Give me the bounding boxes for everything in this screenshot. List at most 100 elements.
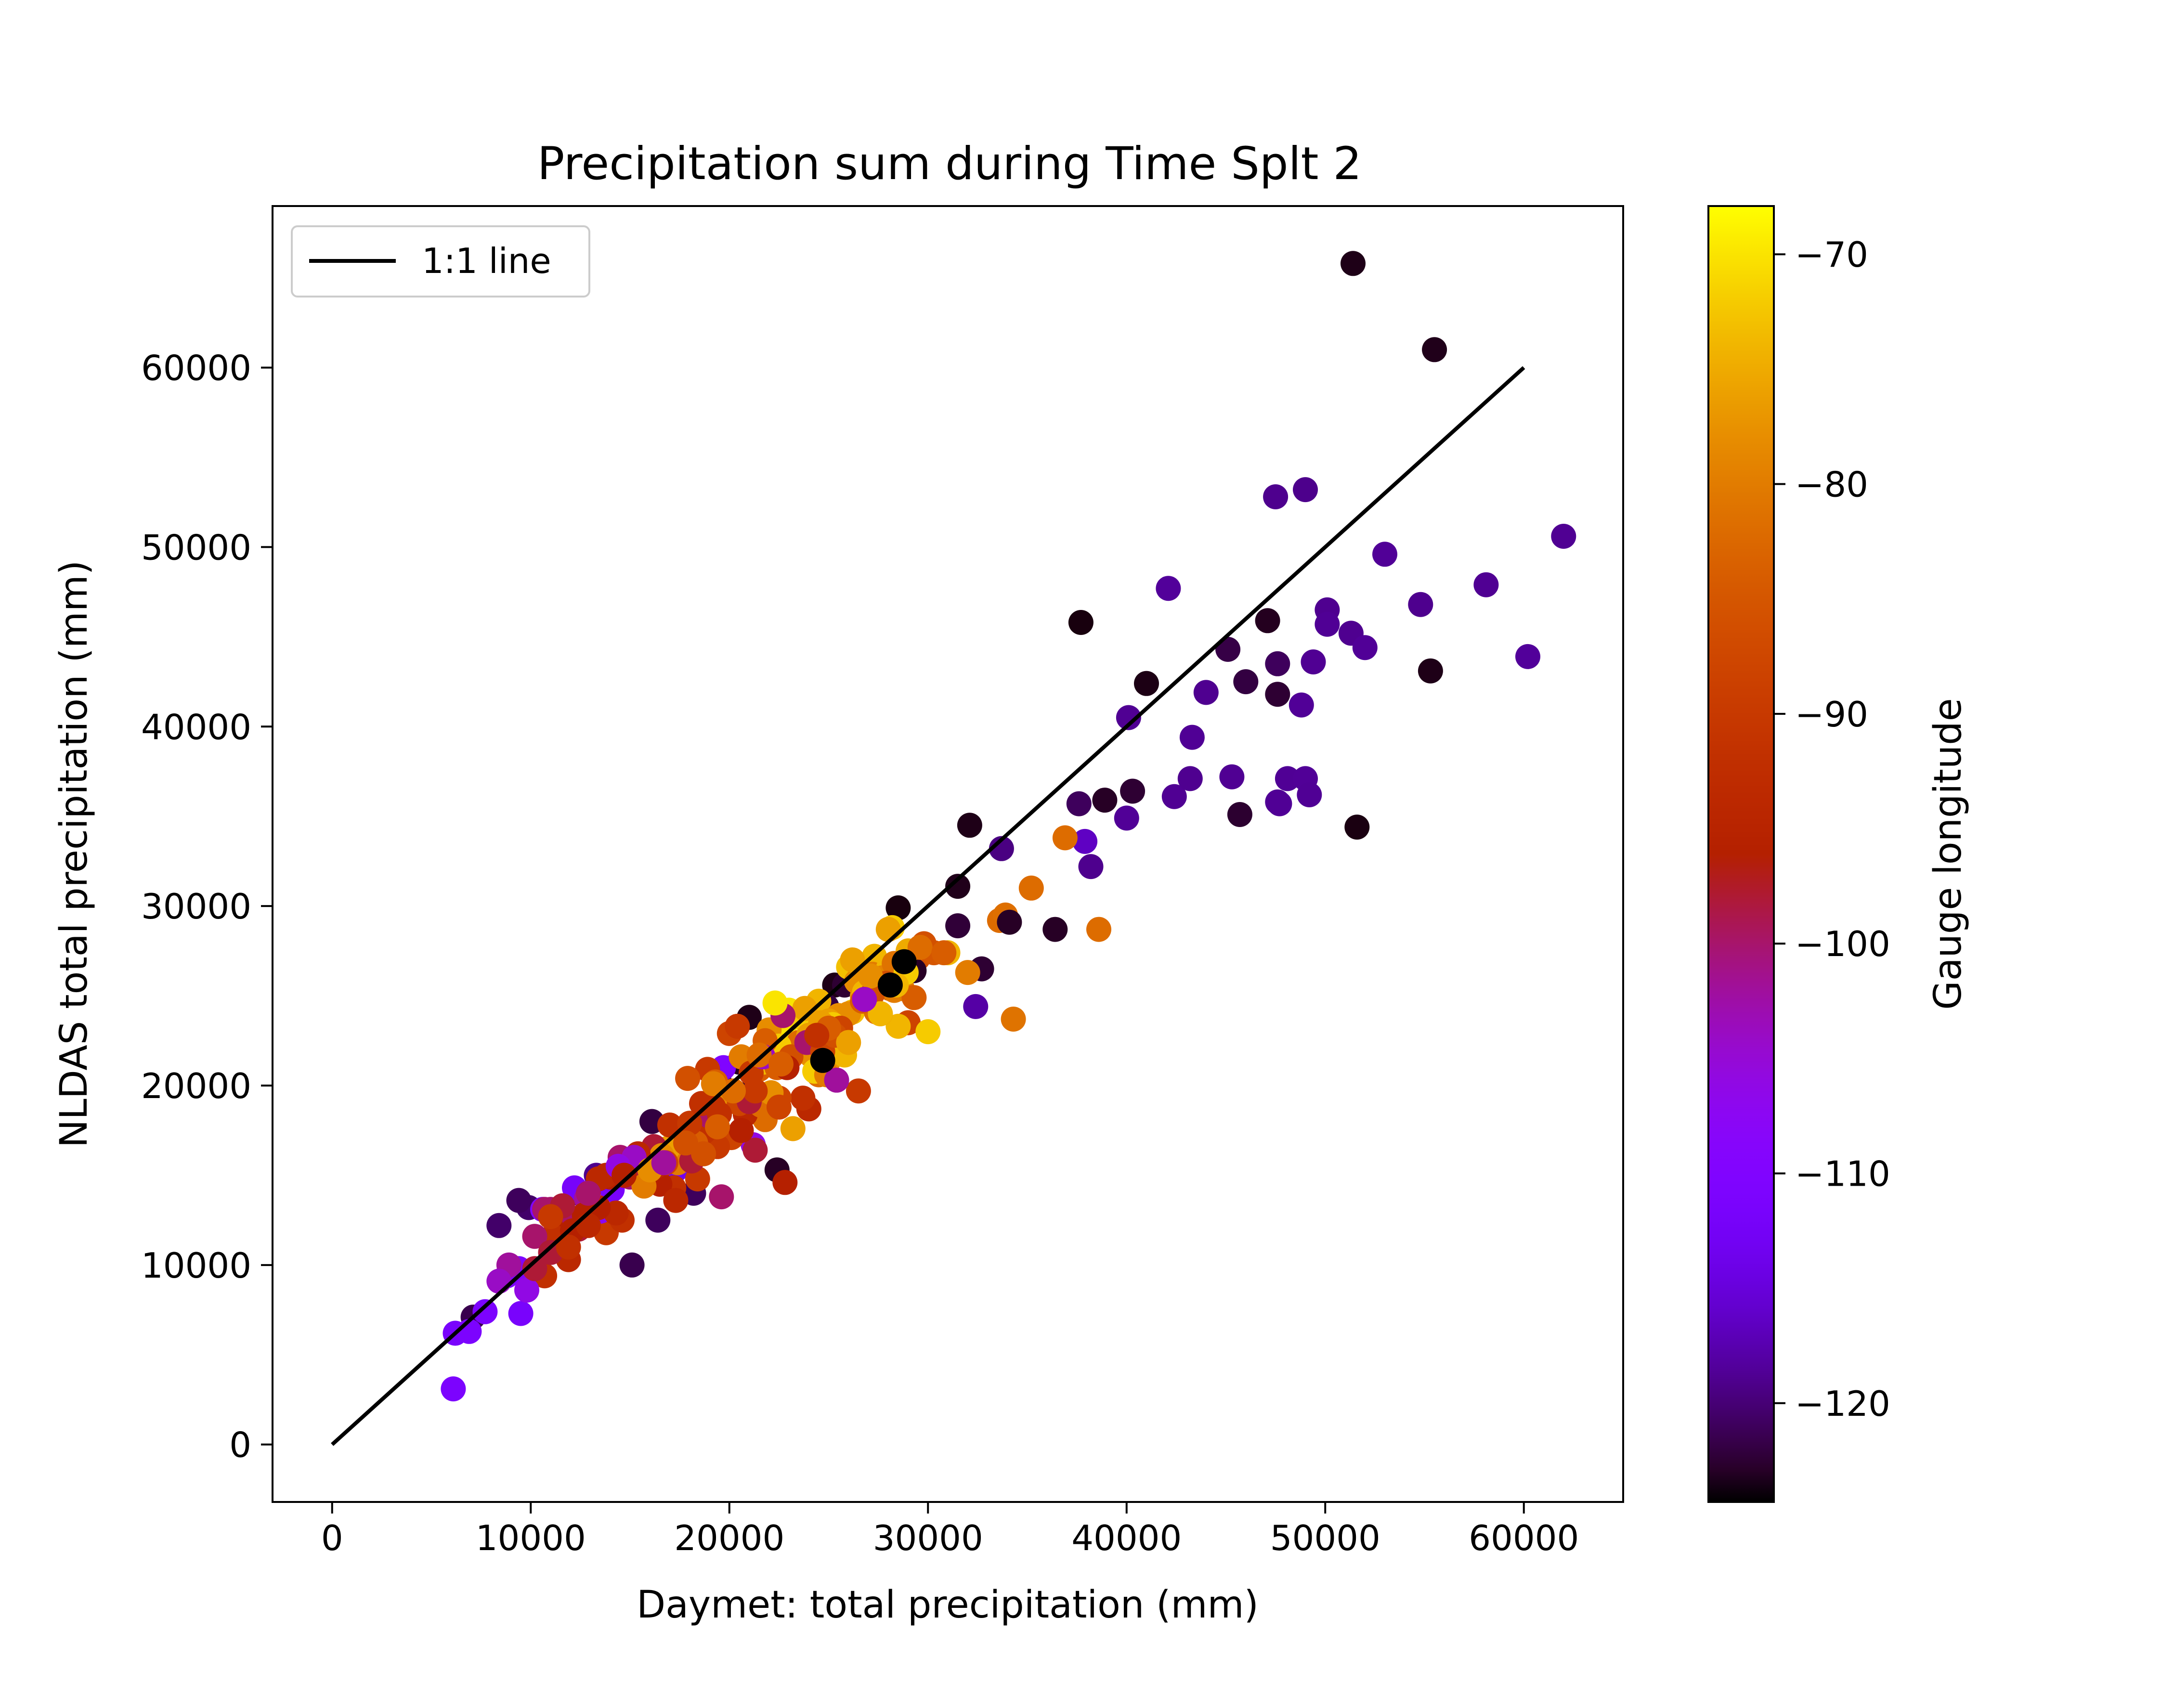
data-point: [997, 909, 1022, 935]
data-point: [1341, 251, 1366, 276]
data-point: [1072, 828, 1098, 854]
data-point: [885, 895, 911, 920]
data-point: [522, 1256, 547, 1281]
data-point: [709, 1184, 734, 1210]
data-point: [1372, 542, 1397, 567]
data-point: [538, 1204, 563, 1229]
data-point: [705, 1114, 730, 1139]
data-point: [891, 949, 917, 974]
data-point: [846, 1078, 871, 1104]
data-point: [1301, 649, 1326, 674]
data-point: [746, 1042, 772, 1068]
data-point: [1114, 805, 1139, 831]
x-axis-title: Daymet: total precipitation (mm): [637, 1583, 1259, 1627]
data-point: [645, 1207, 671, 1233]
data-point: [556, 1234, 581, 1260]
x-tick-label: 50000: [1270, 1518, 1380, 1558]
x-tick-label: 10000: [476, 1518, 586, 1558]
data-point: [824, 1067, 849, 1093]
data-point: [780, 1116, 806, 1141]
data-point: [1052, 825, 1078, 851]
data-point: [1134, 671, 1159, 696]
data-point: [945, 874, 971, 899]
data-point: [1066, 791, 1092, 816]
data-point: [1408, 592, 1433, 617]
data-point: [852, 987, 877, 1012]
y-tick-label: 60000: [141, 348, 251, 388]
data-point: [885, 1013, 911, 1039]
data-point: [1289, 692, 1314, 718]
data-point: [663, 1188, 689, 1213]
data-point: [901, 985, 927, 1010]
data-point: [963, 994, 989, 1019]
data-point: [651, 1150, 677, 1176]
data-point: [766, 1094, 792, 1120]
data-point: [836, 1030, 861, 1055]
data-point: [522, 1224, 547, 1249]
colorbar-tick-label: −110: [1795, 1153, 1890, 1194]
data-point: [875, 917, 901, 942]
data-point: [790, 1086, 816, 1111]
data-point: [1177, 766, 1203, 791]
y-tick-label: 30000: [141, 886, 251, 927]
data-point: [508, 1301, 534, 1326]
data-point: [1255, 608, 1280, 634]
data-point: [506, 1188, 532, 1213]
data-point: [1418, 658, 1443, 684]
x-tick-label: 30000: [873, 1518, 983, 1558]
y-tick-label: 0: [229, 1425, 251, 1465]
data-point: [1551, 524, 1576, 549]
data-point: [441, 1376, 466, 1402]
data-point: [945, 913, 971, 939]
data-point: [1001, 1007, 1026, 1032]
x-tick-label: 0: [321, 1518, 343, 1558]
data-point: [957, 813, 982, 838]
points-layer: [441, 251, 1576, 1402]
data-point: [575, 1213, 601, 1238]
y-tick-label: 40000: [141, 707, 251, 747]
data-point: [1219, 764, 1245, 789]
data-point: [955, 960, 980, 985]
colorbar-tick-label: −90: [1795, 694, 1868, 735]
data-point: [931, 940, 957, 966]
data-point: [1193, 680, 1219, 705]
data-point: [858, 963, 883, 989]
data-point: [1161, 784, 1187, 809]
data-point: [1265, 682, 1290, 707]
data-point: [701, 1071, 726, 1097]
colorbar: −70 −80 −90 −100 −110 −120 Gauge longitude: [1707, 205, 1970, 1503]
x-tick-label: 20000: [674, 1518, 784, 1558]
legend: 1:1 line: [291, 225, 590, 298]
y-tick-label: 10000: [141, 1245, 251, 1286]
one-to-one-line: [331, 366, 1525, 1446]
data-point: [1515, 644, 1540, 669]
data-point: [1473, 572, 1499, 597]
plot-frame: [272, 205, 1624, 1503]
data-point: [1120, 778, 1146, 804]
data-point: [486, 1213, 512, 1238]
colorbar-tick-label: −80: [1795, 465, 1868, 505]
y-axis-ticks: 0 10000 20000 30000 40000 50000 60000: [141, 348, 273, 1465]
data-point: [675, 1066, 701, 1091]
data-point: [1422, 337, 1447, 362]
colorbar-title: Gauge longitude: [1927, 698, 1970, 1010]
data-point: [1297, 782, 1322, 807]
colorbar-tick-label: −100: [1795, 924, 1890, 964]
data-point: [868, 1001, 893, 1026]
data-point: [514, 1278, 539, 1303]
data-point: [1042, 917, 1068, 942]
data-point: [1086, 917, 1111, 942]
y-tick-label: 20000: [141, 1066, 251, 1106]
chart-title: Precipitation sum during Time Splt 2: [537, 138, 1362, 190]
data-point: [725, 1013, 750, 1039]
data-point: [1265, 651, 1290, 676]
colorbar-tick-label: −120: [1795, 1384, 1890, 1424]
data-point: [1156, 576, 1181, 601]
reference-line-layer: [331, 366, 1525, 1446]
data-point: [989, 836, 1014, 861]
data-point: [1293, 477, 1318, 503]
data-point: [1068, 610, 1094, 635]
data-point: [1352, 635, 1378, 660]
data-point: [619, 1252, 645, 1278]
